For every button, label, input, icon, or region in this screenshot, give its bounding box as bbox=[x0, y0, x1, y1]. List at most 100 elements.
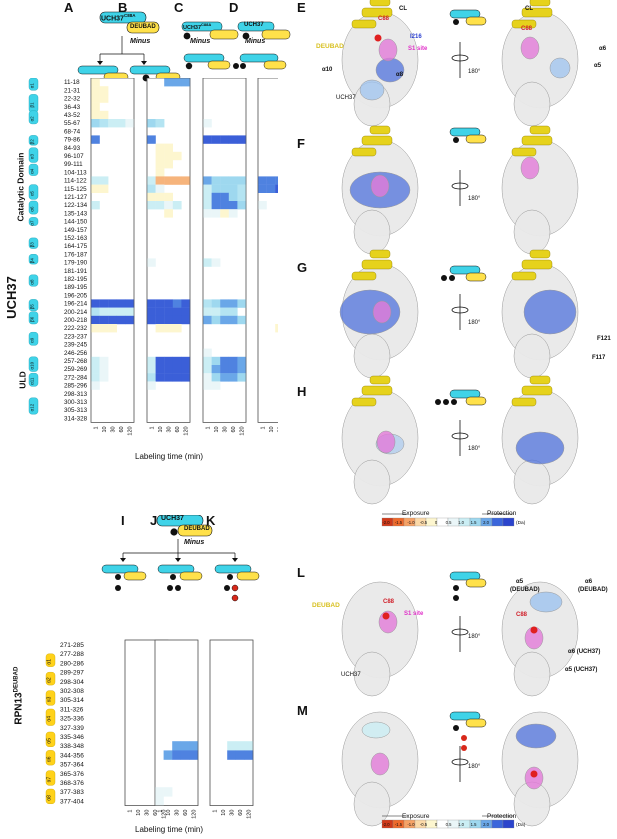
peptide-label-rpn13: 277-288 bbox=[60, 651, 84, 658]
heatmap-cell-b bbox=[172, 176, 182, 185]
heatmap-cell-a bbox=[91, 373, 100, 382]
label-c88-right: C88 bbox=[521, 26, 533, 32]
heatmap-frame-k bbox=[209, 639, 254, 806]
heatmap-cell-b bbox=[181, 365, 191, 374]
peptide-label-rpn13: 302-308 bbox=[60, 688, 84, 695]
peptide-label-rpn13: 271-285 bbox=[60, 642, 84, 649]
heatmap-border bbox=[209, 639, 254, 806]
protein-surface-tail bbox=[353, 781, 391, 827]
ubiquitin-icon bbox=[227, 574, 233, 580]
heatmap-cell-a bbox=[91, 86, 100, 95]
heatmap-cell-a bbox=[125, 119, 135, 128]
time-tick-label: 30 bbox=[278, 426, 279, 432]
panel-label-j: J bbox=[150, 513, 158, 528]
label-i216: I216 bbox=[410, 34, 422, 40]
heatmap-cell-c bbox=[203, 258, 212, 267]
deubad-helix bbox=[529, 125, 551, 135]
label-alpha5-deubad: α5 bbox=[516, 579, 524, 585]
ss-label: α4 bbox=[30, 168, 35, 174]
heatmap-cell-a bbox=[91, 176, 100, 185]
ubiquitin-icon bbox=[231, 594, 239, 602]
arrowhead bbox=[175, 558, 181, 562]
ss-label: α6 bbox=[30, 206, 35, 212]
heatmap-cell-b bbox=[155, 192, 165, 202]
ubiquitin-icon bbox=[453, 585, 459, 591]
deubad-helix bbox=[351, 147, 377, 157]
deubad-helix bbox=[369, 375, 391, 385]
heatmap-cell-c bbox=[220, 209, 229, 218]
heatmap-cell-a bbox=[99, 356, 109, 366]
ss-element bbox=[28, 299, 39, 312]
heatmap-cell-b bbox=[147, 192, 156, 202]
peptide-label-rpn13: 365-376 bbox=[60, 771, 84, 778]
heatmap-cell-c bbox=[228, 356, 238, 366]
s1-site-region bbox=[378, 38, 398, 62]
protection-region bbox=[339, 289, 401, 335]
construct-d-ucp-label: UCH37 bbox=[244, 22, 264, 28]
heatmap-cell-b bbox=[181, 315, 191, 325]
heatmap-cell-k bbox=[235, 741, 245, 751]
ubiquitin-icon bbox=[453, 137, 459, 143]
heatmap-cell-b bbox=[164, 151, 173, 161]
heatmap-cell-c bbox=[228, 201, 238, 210]
heatmap-cell-b bbox=[164, 299, 173, 308]
peptide-label-uch37: 135-143 bbox=[64, 210, 88, 217]
heatmap-cell-c bbox=[211, 365, 221, 374]
ss-label: α11 bbox=[30, 377, 35, 385]
ss-element bbox=[28, 217, 39, 226]
heatmap-cell-j bbox=[155, 787, 164, 797]
heatmap-cell-b bbox=[155, 324, 165, 333]
peptide-label-rpn13: 344-356 bbox=[60, 752, 84, 759]
ubiquitin-icon bbox=[443, 399, 449, 405]
heatmap-cell-a bbox=[99, 184, 109, 193]
time-tick-label: 120 bbox=[128, 426, 134, 435]
heatmap-cell-b bbox=[181, 299, 191, 308]
label-alpha10: α10 bbox=[322, 67, 333, 73]
ss-element-rpn bbox=[45, 731, 56, 747]
time-tick-label: 1 bbox=[93, 426, 99, 429]
label-deubad: DEUBAD bbox=[316, 43, 344, 50]
heatmap-cell-c bbox=[228, 192, 238, 202]
ss-label-rpn: α2 bbox=[47, 677, 53, 683]
deubad-helix bbox=[361, 7, 393, 18]
ss-label: β2 bbox=[30, 139, 35, 145]
heatmap-cell-b bbox=[155, 143, 165, 152]
label-c88-l: C88 bbox=[383, 599, 395, 605]
deubad-helix bbox=[351, 397, 377, 407]
heatmap-cell-b bbox=[164, 356, 173, 366]
heatmap-cell-b bbox=[164, 160, 173, 169]
protein-surface-tail bbox=[353, 209, 391, 255]
rotation-label-l: 180° bbox=[468, 634, 481, 640]
heatmap-cell-a bbox=[125, 315, 135, 325]
ss-label-rpn: α4 bbox=[47, 716, 53, 722]
heatmap-cell-a bbox=[99, 324, 109, 333]
heatmap-cell-c bbox=[228, 307, 238, 316]
scale-tick-label: -1.5 bbox=[395, 822, 403, 827]
heatmap-cell-c bbox=[211, 192, 221, 202]
scale-tick-label: 2.0 bbox=[483, 520, 489, 525]
label-deubad-l: DEUBAD bbox=[312, 602, 340, 609]
mini-ucp-shape bbox=[449, 127, 481, 137]
ss-element bbox=[28, 311, 39, 325]
heatmap-cell-b bbox=[155, 299, 165, 308]
heatmap-cell-a bbox=[125, 307, 135, 316]
deubad-helix bbox=[529, 249, 551, 259]
heatmap-cell-d bbox=[266, 184, 276, 193]
ubiquitin-icon bbox=[185, 62, 193, 70]
deubad-construct-shape bbox=[261, 29, 291, 40]
scale-tick-label: -2.0 bbox=[382, 520, 390, 525]
deubad-helix bbox=[521, 135, 553, 146]
heatmap-cell-j bbox=[180, 750, 190, 760]
scale-tick-label: 0 bbox=[435, 822, 438, 827]
heatmap-cell-a bbox=[91, 119, 100, 128]
panel-label-f: F bbox=[297, 136, 305, 151]
panel-label-d: D bbox=[229, 0, 239, 15]
heatmap-cell-b bbox=[172, 356, 182, 366]
protein-surface-tail bbox=[513, 651, 551, 697]
label-alpha6-deubad: α6 bbox=[585, 579, 593, 585]
protection-region bbox=[515, 431, 565, 465]
scale-swatch bbox=[502, 819, 515, 829]
peptide-label-uch37: 122-134 bbox=[64, 202, 88, 209]
protection-region bbox=[549, 57, 571, 79]
heatmap-cell-a bbox=[108, 299, 117, 308]
